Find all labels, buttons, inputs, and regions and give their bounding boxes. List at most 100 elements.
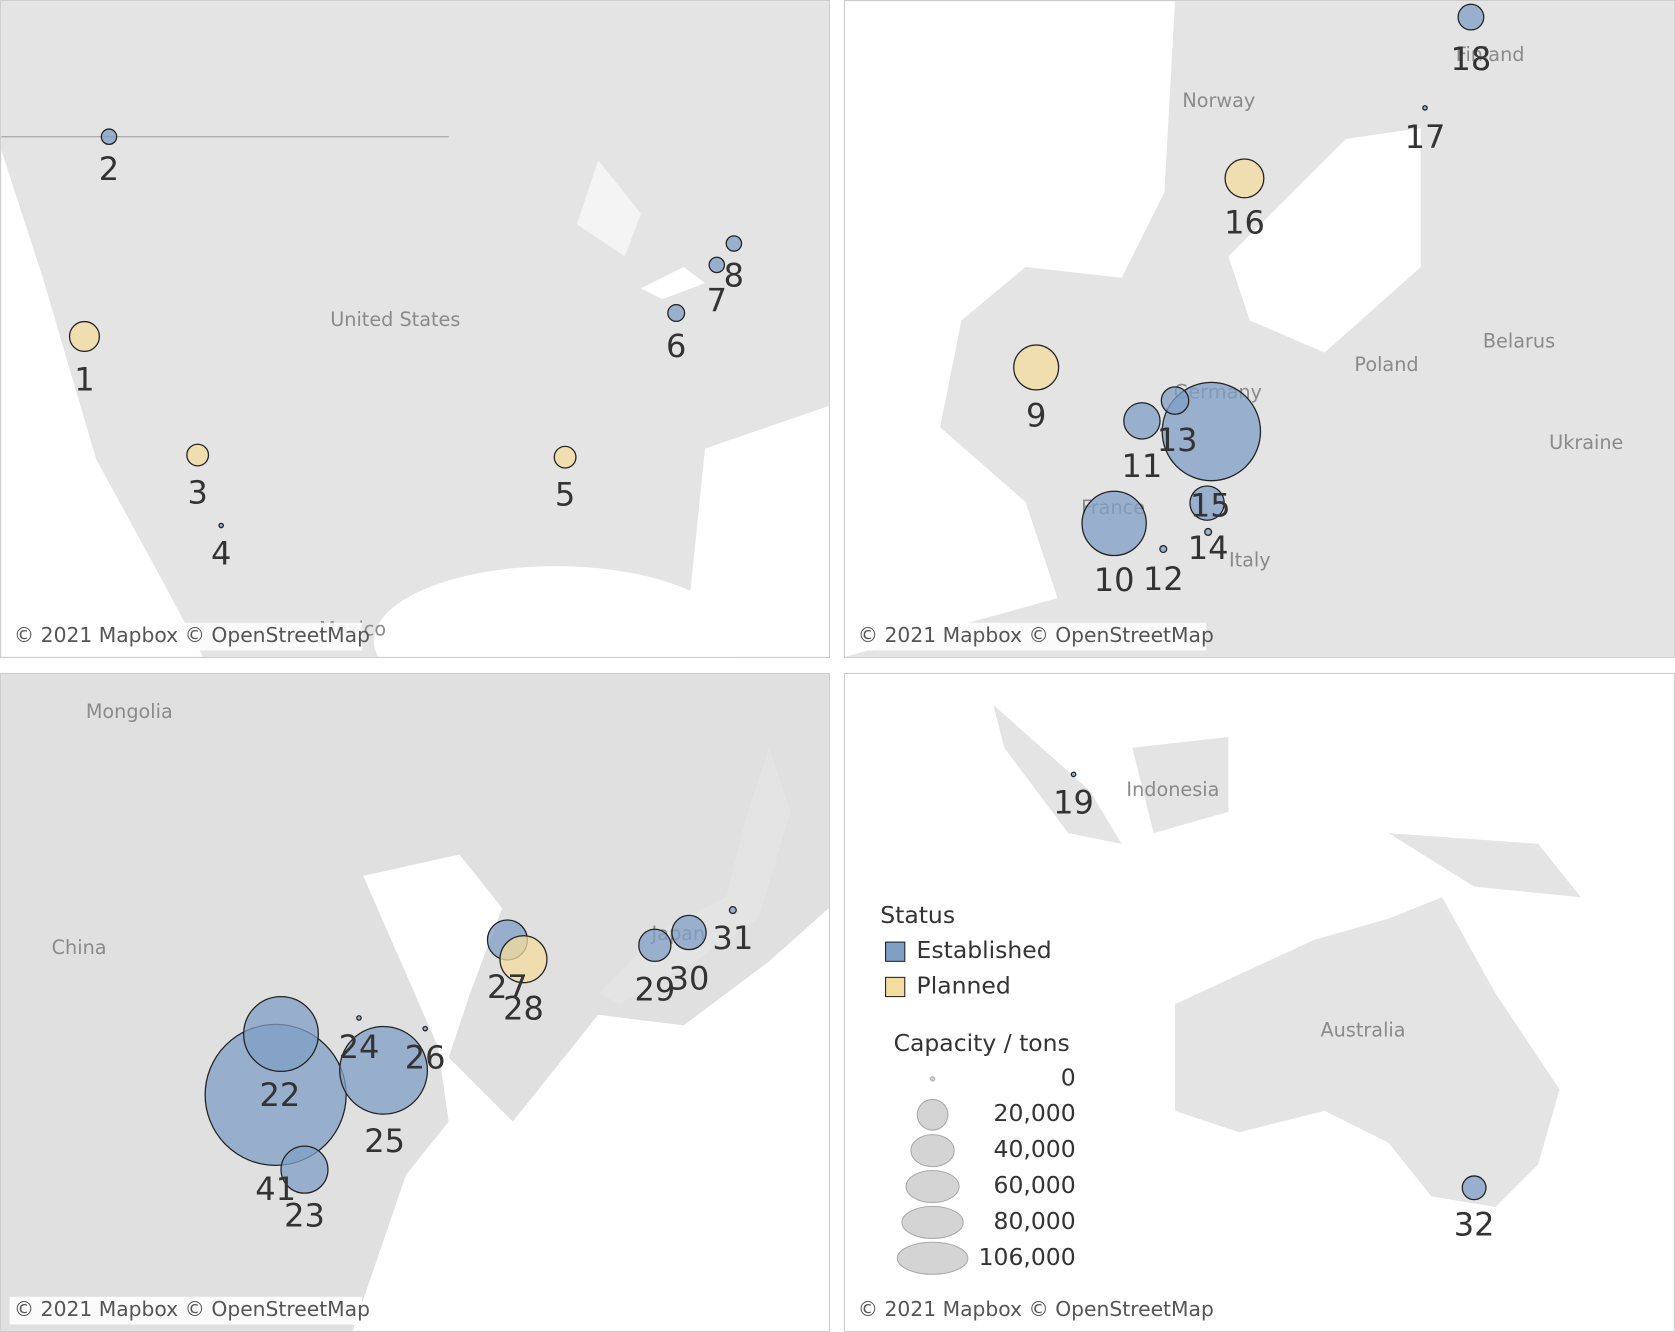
bubble-label: 25 [364, 1122, 405, 1160]
size-swatch [910, 1134, 955, 1168]
bubble-label: 1 [74, 360, 94, 398]
bubble [1070, 771, 1077, 778]
bubble-label: 2 [99, 150, 119, 188]
legend: Status Capacity / tons Established Planne… [880, 901, 1076, 1275]
bubble [1013, 344, 1060, 391]
bubble-label: 14 [1188, 529, 1229, 567]
size-swatch [901, 1205, 964, 1239]
country-label: Finland [1456, 43, 1525, 66]
bubble-label: 30 [669, 960, 710, 998]
size-label: 80,000 [994, 1207, 1076, 1235]
bubble [1123, 402, 1161, 440]
bubble-label: 4 [211, 534, 231, 572]
bubble-label: 17 [1405, 118, 1446, 156]
bubble-label: 3 [187, 474, 207, 512]
bubble [667, 303, 686, 322]
bubble [356, 1015, 362, 1021]
size-swatch [916, 1098, 949, 1131]
bubble-label: 27 [487, 968, 528, 1006]
bubble [1457, 3, 1485, 31]
bubble [1422, 105, 1428, 111]
attribution: © 2021 Mapbox © OpenStreetMap [858, 623, 1214, 647]
bubble-label: 15 [1190, 486, 1231, 524]
size-swatch [905, 1169, 960, 1204]
bubble-label: 7 [707, 281, 727, 319]
bubble [638, 928, 672, 963]
bubble [100, 128, 118, 146]
bubble [1160, 386, 1190, 415]
bubble-label: 13 [1157, 421, 1198, 459]
bubble-label: 8 [724, 257, 744, 295]
country-label: Poland [1354, 353, 1418, 376]
bubble-label: 9 [1026, 397, 1046, 435]
bubble [553, 445, 577, 469]
country-label: Norway [1182, 89, 1255, 112]
country-label: Italy [1229, 548, 1271, 571]
bubble-label: 24 [339, 1028, 380, 1066]
attribution: © 2021 Mapbox © OpenStreetMap [14, 623, 370, 647]
size-swatch [929, 1076, 936, 1082]
country-label: Mongolia [86, 700, 173, 723]
bubble-label: 11 [1122, 447, 1163, 485]
attribution-bg [9, 1296, 363, 1325]
country-label: Indonesia [1126, 778, 1219, 801]
bubble-label: 29 [634, 970, 675, 1008]
country-label: Belarus [1483, 329, 1555, 352]
country-label: Australia [1321, 1018, 1406, 1041]
size-legend-title: Capacity / tons [894, 1029, 1070, 1057]
bubble [1159, 544, 1168, 554]
country-label: United States [330, 308, 460, 331]
size-swatch [896, 1241, 969, 1275]
legend-swatch [885, 976, 906, 998]
attribution-bg [853, 1296, 1207, 1325]
size-label: 20,000 [994, 1099, 1076, 1127]
legend-label: Planned [917, 971, 1011, 999]
size-label: 106,000 [979, 1243, 1076, 1271]
bubble-label: 16 [1224, 203, 1265, 241]
bubble [1204, 527, 1213, 537]
bubble-label: 31 [712, 919, 753, 957]
bubble [1461, 1175, 1487, 1201]
bubble [242, 995, 319, 1072]
bubble [671, 914, 707, 951]
bubble-label: 22 [260, 1076, 301, 1114]
attribution-bg [9, 622, 363, 651]
size-label: 0 [1061, 1063, 1076, 1091]
size-label: 40,000 [994, 1135, 1076, 1163]
bubble-label: 6 [666, 327, 686, 365]
legend-title: Status [880, 901, 955, 929]
bubble [1189, 485, 1225, 521]
bubble-label: 12 [1143, 560, 1184, 598]
bubble-label: 10 [1094, 561, 1135, 599]
bubble-label: 18 [1451, 40, 1492, 78]
bubble [728, 906, 737, 915]
bubble-label: 5 [555, 476, 575, 514]
bubble-label: 41 [255, 1170, 296, 1208]
size-label: 60,000 [994, 1171, 1076, 1199]
bubble [186, 443, 210, 467]
bubble [218, 522, 224, 529]
country-label: Ukraine [1549, 431, 1623, 454]
attribution: © 2021 Mapbox © OpenStreetMap [14, 1297, 370, 1321]
bubble [280, 1145, 329, 1194]
bubble-label: 23 [284, 1197, 325, 1235]
bubble [1224, 158, 1265, 199]
bubble [422, 1025, 428, 1032]
attribution: © 2021 Mapbox © OpenStreetMap [858, 1297, 1214, 1321]
legend-label: Established [917, 936, 1052, 964]
bubble-label: 28 [503, 989, 544, 1027]
bubble [708, 256, 726, 274]
bubble [339, 1025, 429, 1115]
country-label: China [52, 936, 107, 959]
bubble [1081, 490, 1147, 557]
bubble [725, 235, 743, 252]
bubble-label: 26 [405, 1039, 446, 1077]
legend-swatch [885, 941, 906, 962]
bubble [68, 320, 101, 353]
bubble-label: 32 [1454, 1205, 1495, 1243]
bubble [499, 935, 548, 984]
bubble-label: 19 [1053, 783, 1094, 821]
